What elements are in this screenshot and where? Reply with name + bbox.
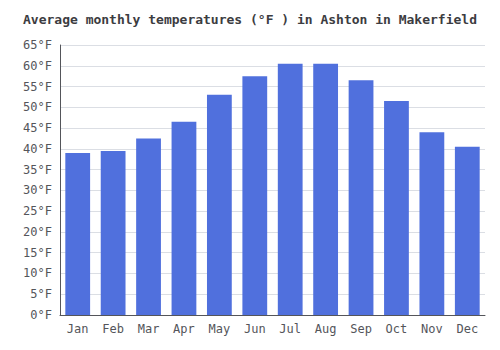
svg-text:35°F: 35°F [23,163,52,177]
svg-text:Dec: Dec [456,322,478,336]
svg-text:Aug: Aug [315,322,337,336]
svg-text:Nov: Nov [421,322,443,336]
svg-text:Average monthly temperatures (: Average monthly temperatures (°F ) in As… [23,12,477,27]
svg-text:Jul: Jul [279,322,301,336]
svg-text:Mar: Mar [138,322,160,336]
svg-text:10°F: 10°F [23,266,52,280]
svg-text:50°F: 50°F [23,100,52,114]
svg-text:45°F: 45°F [23,121,52,135]
svg-text:Jan: Jan [67,322,89,336]
svg-text:60°F: 60°F [23,59,52,73]
svg-text:15°F: 15°F [23,246,52,260]
svg-text:65°F: 65°F [23,38,52,52]
svg-text:30°F: 30°F [23,183,52,197]
svg-text:May: May [209,322,231,336]
svg-text:Apr: Apr [173,322,195,336]
svg-text:Sep: Sep [350,322,372,336]
svg-text:Oct: Oct [386,322,408,336]
svg-text:25°F: 25°F [23,204,52,218]
svg-text:Jun: Jun [244,322,266,336]
svg-text:55°F: 55°F [23,80,52,94]
svg-text:40°F: 40°F [23,142,52,156]
svg-text:20°F: 20°F [23,225,52,239]
svg-text:5°F: 5°F [30,287,52,301]
svg-text:Feb: Feb [102,322,124,336]
svg-text:0°F: 0°F [30,308,52,322]
